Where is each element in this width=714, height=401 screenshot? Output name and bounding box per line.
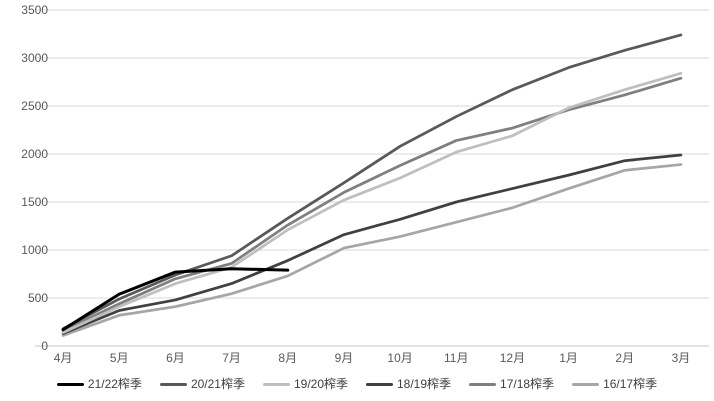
series-line-16/17榨季 — [61, 163, 683, 337]
x-tick-label: 1月 — [559, 351, 578, 365]
x-tick-label: 4月 — [54, 351, 73, 365]
y-tick-label: 1000 — [21, 243, 48, 257]
series-line-19/20榨季 — [61, 71, 683, 334]
legend-line-swatch — [366, 382, 393, 386]
legend-item: 18/19榨季 — [366, 376, 451, 392]
series-line-17/18榨季 — [61, 76, 683, 333]
x-tick-label: 10月 — [387, 351, 412, 365]
x-tick-label: 5月 — [110, 351, 129, 365]
legend-line-swatch — [469, 382, 497, 386]
legend-item: 21/22榨季 — [56, 376, 142, 392]
y-tick-label: 3000 — [21, 51, 48, 65]
legend-label: 20/21榨季 — [190, 377, 245, 391]
y-tick-label: 2500 — [21, 99, 48, 113]
x-tick-label: 6月 — [166, 351, 185, 365]
x-tick-label: 12月 — [500, 351, 525, 365]
x-tick-label: 2月 — [615, 351, 634, 365]
legend-line-swatch — [159, 382, 187, 386]
legend-label: 16/17榨季 — [603, 377, 658, 391]
x-tick-label: 7月 — [222, 351, 241, 365]
legend-item: 16/17榨季 — [572, 376, 657, 392]
chart-legend: 21/22榨季 20/21榨季 19/20榨季 18/19榨季 17/18榨季 16/17… — [0, 376, 714, 392]
legend-label: 21/22榨季 — [87, 377, 142, 391]
series-line-20/21榨季 — [61, 33, 683, 331]
y-tick-label: 500 — [28, 291, 48, 305]
x-tick-label: 3月 — [672, 351, 691, 365]
legend-label: 17/18榨季 — [500, 377, 555, 391]
y-tick-label: 0 — [41, 339, 48, 353]
legend-label: 19/20榨季 — [293, 377, 348, 391]
y-tick-label: 1500 — [21, 195, 48, 209]
series-line-18/19榨季 — [61, 153, 683, 335]
y-tick-label: 2000 — [21, 147, 48, 161]
legend-item: 19/20榨季 — [262, 376, 348, 392]
legend-label: 18/19榨季 — [397, 377, 452, 391]
y-tick-label: 3500 — [21, 3, 48, 17]
legend-line-swatch — [56, 382, 84, 386]
x-tick-label: 11月 — [444, 351, 468, 365]
legend-line-swatch — [262, 382, 290, 386]
legend-item: 17/18榨季 — [469, 376, 554, 392]
legend-item: 20/21榨季 — [159, 376, 245, 392]
legend-line-swatch — [572, 382, 600, 386]
series-line-21/22榨季 — [61, 267, 290, 332]
x-tick-label: 8月 — [278, 351, 297, 365]
x-tick-label: 9月 — [335, 351, 354, 365]
